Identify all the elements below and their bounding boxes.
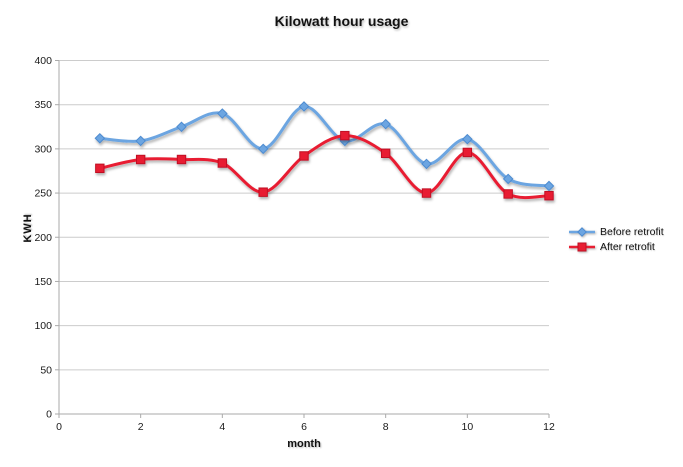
legend-label-before-retrofit: Before retrofit	[600, 225, 664, 238]
data-point-marker	[421, 158, 432, 170]
line-square-marker-icon	[569, 242, 595, 251]
legend-square-icon	[577, 242, 587, 251]
y-tick-label: 300	[34, 143, 52, 155]
data-point-marker	[176, 154, 187, 165]
x-tick-label: 2	[138, 421, 144, 433]
x-tick-label: 4	[219, 421, 225, 433]
y-tick-label: 350	[34, 99, 52, 111]
data-point-marker	[380, 118, 391, 130]
x-tick-label: 10	[461, 421, 473, 433]
legend-diamond-icon	[577, 226, 587, 237]
y-tick-label: 150	[34, 276, 52, 288]
data-point-marker	[421, 188, 432, 198]
x-tick-label: 6	[301, 421, 307, 433]
data-point-marker	[176, 121, 187, 133]
legend: Before retrofit After retrofit	[568, 224, 664, 254]
legend-label-after-retrofit: After retrofit	[600, 240, 655, 253]
chart-title: Kilowatt hour usage	[274, 13, 409, 29]
data-point-marker	[298, 101, 310, 112]
y-tick-label: 50	[40, 364, 52, 376]
series-line	[98, 134, 551, 200]
y-tick-label: 400	[34, 55, 52, 67]
data-point-marker	[135, 135, 146, 147]
series-after-retrofit	[95, 130, 554, 201]
data-point-marker	[95, 163, 105, 174]
x-tick-label: 12	[543, 421, 555, 433]
series-line	[98, 104, 551, 188]
data-point-marker	[462, 133, 473, 145]
data-point-marker	[258, 187, 268, 197]
data-point-marker	[462, 147, 473, 158]
legend-item-after-retrofit: After retrofit	[568, 239, 664, 254]
data-point-marker	[340, 130, 350, 141]
data-point-marker	[217, 108, 228, 119]
y-tick-label: 0	[46, 409, 52, 421]
data-point-marker	[380, 148, 391, 158]
series-before-retrofit	[94, 101, 555, 192]
data-point-marker	[503, 189, 513, 199]
data-point-marker	[94, 132, 106, 144]
y-tick-label: 250	[34, 188, 52, 200]
data-point-marker	[299, 151, 309, 161]
data-point-marker	[257, 143, 269, 155]
x-tick-label: 0	[56, 421, 62, 433]
legend-item-before-retrofit: Before retrofit	[568, 224, 664, 239]
data-point-marker	[217, 158, 228, 168]
data-point-marker	[135, 154, 146, 165]
data-point-marker	[543, 180, 555, 192]
line-diamond-marker-icon	[569, 226, 595, 237]
y-tick-label: 100	[34, 320, 52, 332]
x-axis-title: month	[287, 438, 321, 450]
x-tick-label: 8	[383, 421, 389, 433]
data-point-marker	[502, 173, 514, 185]
y-tick-label: 200	[34, 232, 52, 244]
data-point-marker	[544, 191, 554, 201]
